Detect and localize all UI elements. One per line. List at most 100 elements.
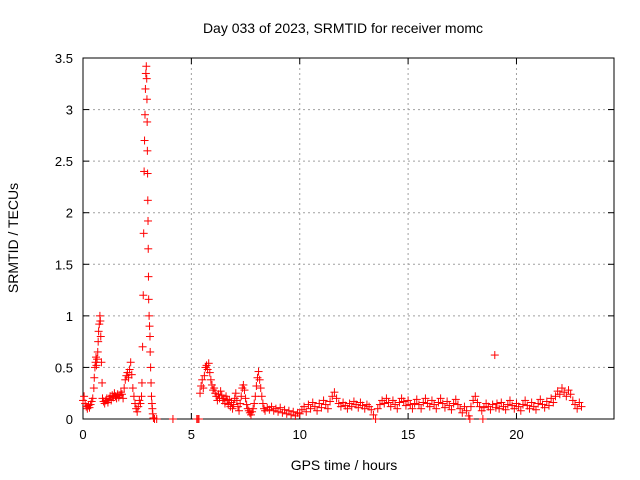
data-point — [557, 384, 566, 393]
x-tick-label: 0 — [79, 427, 86, 442]
data-point — [140, 167, 149, 176]
data-point — [434, 398, 443, 407]
data-point — [336, 402, 345, 411]
data-point — [237, 392, 246, 401]
data-point — [136, 399, 145, 408]
data-point — [92, 361, 101, 370]
data-point — [302, 407, 311, 416]
data-point — [570, 400, 579, 409]
data-point — [145, 322, 154, 331]
data-point — [373, 404, 382, 413]
data-point — [308, 398, 317, 407]
data-point — [343, 404, 352, 413]
data-point — [408, 404, 417, 413]
data-point — [205, 368, 214, 377]
y-tick-label: 1 — [66, 309, 73, 324]
plot-frame — [82, 57, 615, 420]
data-point — [304, 400, 313, 409]
data-point — [445, 401, 454, 410]
y-tick-label: 0 — [66, 412, 73, 427]
data-point — [139, 229, 148, 238]
data-point — [258, 399, 267, 408]
data-point — [88, 394, 97, 403]
data-point — [90, 373, 99, 382]
data-point — [393, 404, 402, 413]
data-point — [257, 392, 266, 401]
data-point — [140, 110, 149, 119]
y-tick-label: 2 — [66, 206, 73, 221]
data-point — [536, 395, 545, 404]
data-point — [199, 384, 208, 393]
data-point — [360, 404, 369, 413]
data-point — [249, 404, 258, 413]
y-tick-label: 3.5 — [55, 51, 73, 66]
data-point — [306, 404, 315, 413]
data-point — [137, 392, 146, 401]
data-point — [566, 390, 575, 399]
data-point — [525, 404, 534, 413]
data-point — [551, 392, 560, 401]
data-point — [144, 244, 153, 253]
data-point — [388, 396, 397, 405]
data-point — [239, 380, 248, 389]
data-point — [147, 378, 156, 387]
data-point — [510, 404, 519, 413]
data-point — [200, 371, 209, 380]
data-point — [139, 291, 148, 300]
data-point — [310, 402, 319, 411]
data-point — [430, 400, 439, 409]
data-point — [395, 398, 404, 407]
data-point — [399, 397, 408, 406]
data-point — [144, 272, 153, 281]
data-point — [438, 399, 447, 408]
data-point — [204, 359, 213, 368]
data-point — [146, 347, 155, 356]
data-point — [149, 413, 158, 422]
points-layer — [79, 62, 586, 423]
data-point — [141, 84, 150, 93]
data-point — [475, 402, 484, 411]
data-point — [555, 390, 564, 399]
data-point — [90, 363, 99, 372]
data-point — [326, 397, 335, 406]
data-point — [562, 392, 571, 401]
data-point — [456, 404, 465, 413]
data-point — [573, 404, 582, 413]
chart-title: Day 033 of 2023, SRMTID for receiver mom… — [203, 20, 483, 36]
data-point — [568, 396, 577, 405]
data-point — [236, 399, 245, 408]
data-point — [96, 317, 105, 326]
data-point — [118, 390, 127, 399]
data-point — [505, 396, 514, 405]
data-point — [317, 403, 326, 412]
data-point — [479, 403, 488, 412]
data-point — [255, 375, 264, 384]
data-point — [143, 146, 152, 155]
data-point — [419, 398, 428, 407]
data-point — [142, 74, 151, 83]
data-point — [295, 409, 304, 418]
x-axis-label: GPS time / hours — [291, 457, 398, 473]
data-point — [323, 404, 332, 413]
data-point — [145, 332, 154, 341]
data-point — [466, 402, 475, 411]
data-point — [427, 396, 436, 405]
data-point — [143, 196, 152, 205]
data-point — [354, 403, 363, 412]
data-point — [300, 402, 309, 411]
data-point — [330, 388, 339, 397]
x-tick-label: 5 — [188, 427, 195, 442]
data-point — [152, 415, 161, 423]
data-point — [440, 403, 449, 412]
data-point — [254, 367, 263, 376]
data-point — [490, 351, 499, 360]
data-point — [313, 406, 322, 415]
data-point — [242, 400, 251, 409]
y-tick-label: 1.5 — [55, 257, 73, 272]
data-point — [575, 398, 584, 407]
data-point — [471, 392, 480, 401]
data-point — [289, 407, 298, 416]
data-point — [168, 415, 177, 423]
data-point — [142, 62, 151, 71]
